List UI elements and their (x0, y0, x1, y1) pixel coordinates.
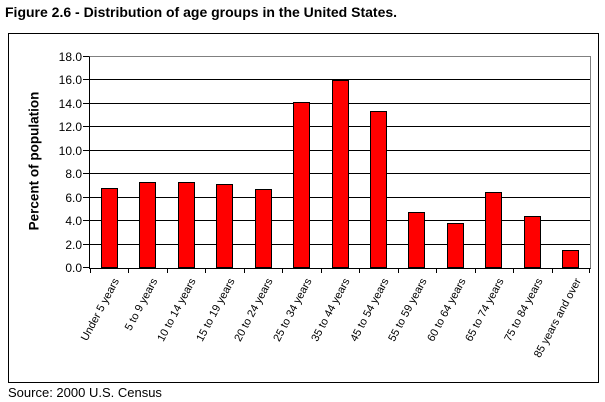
bar (562, 250, 580, 268)
y-axis-tick (83, 126, 89, 128)
source-note: Source: 2000 U.S. Census (8, 385, 162, 400)
y-axis-tick-label: 8.0 (65, 167, 82, 182)
y-axis-tick (83, 149, 89, 151)
y-axis-tick (83, 243, 89, 245)
x-axis-tick (128, 268, 129, 273)
x-axis-category-label: 75 to 84 years (501, 276, 546, 344)
y-axis-tick-label: 18.0 (58, 50, 82, 64)
x-axis-category-label: 65 to 74 years (463, 276, 507, 344)
plot-area: 0.0 2.0 4.0 6.0 8.0 10.0 12.0 14.0 16.0 18.0 Under… (59, 50, 591, 360)
y-axis-tick (83, 79, 89, 81)
y-axis-tick (83, 267, 89, 268)
x-axis-category-label: 20 to 24 years (232, 276, 276, 344)
bar (293, 101, 311, 268)
x-axis-tick (359, 268, 360, 273)
x-axis-category-label: 45 to 54 years (347, 276, 392, 344)
y-axis-tick (83, 220, 89, 222)
x-axis-tick (282, 268, 283, 273)
x-axis-category-label: 10 to 14 years (155, 276, 200, 344)
x-axis-category-label: 25 to 34 years (271, 276, 315, 344)
figure-title: Figure 2.6 - Distribution of age groups … (5, 4, 398, 20)
y-axis-tick (83, 102, 89, 104)
x-axis-category-label: 35 to 44 years (309, 276, 353, 344)
y-axis-tick-label: 0.0 (65, 261, 82, 275)
x-axis-category-label: 60 to 64 years (424, 276, 469, 344)
bar (369, 110, 387, 268)
y-axis-tick (83, 173, 89, 175)
bar (177, 182, 195, 268)
x-axis-category-label: 5 to 9 years (122, 276, 161, 333)
bar (446, 223, 464, 268)
y-axis-tick (83, 56, 89, 57)
y-axis-tick-label: 14.0 (58, 96, 82, 111)
x-axis-tick (513, 268, 514, 273)
y-axis-tick-label: 16.0 (58, 73, 82, 88)
y-axis-tick (83, 196, 89, 198)
x-axis-tick (589, 268, 590, 273)
x-axis-tick (90, 268, 91, 273)
x-axis-tick (167, 268, 168, 273)
y-axis-tick-label: 2.0 (65, 237, 82, 252)
x-axis-tick (398, 268, 399, 273)
bar (139, 182, 157, 268)
x-axis-category-label: 15 to 19 years (194, 276, 238, 344)
bar (331, 80, 349, 268)
chart-frame: Percent of population 0.0 2.0 4.0 6.0 8.0 10.… (8, 33, 599, 383)
x-axis-tick (475, 268, 476, 273)
x-axis-tick (552, 268, 553, 273)
bar (100, 188, 118, 268)
gridline (90, 79, 590, 81)
bar (254, 189, 272, 268)
y-axis-tick-label: 4.0 (65, 214, 82, 229)
y-axis-title: Percent of population (26, 91, 42, 231)
bar (485, 191, 503, 268)
bar (408, 211, 426, 268)
x-axis-tick (205, 268, 206, 273)
x-axis-category-label: 55 to 59 years (386, 276, 430, 344)
x-axis-tick (321, 268, 322, 273)
y-axis-tick-label: 6.0 (65, 190, 82, 205)
bar (523, 216, 541, 268)
x-axis-tick (436, 268, 437, 273)
bar (216, 183, 234, 268)
y-axis-tick-label: 10.0 (58, 143, 82, 158)
y-axis-tick-label: 12.0 (58, 120, 82, 135)
x-axis-category-label: Under 5 years (79, 276, 123, 344)
x-axis-tick (244, 268, 245, 273)
